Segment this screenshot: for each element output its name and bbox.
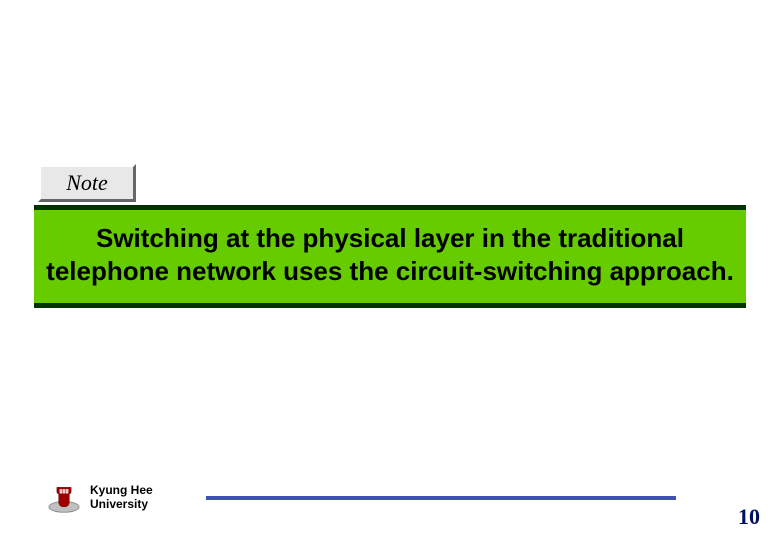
footer: Kyung Hee University 10 [0,470,780,540]
university-name-line1: Kyung Hee [90,484,153,498]
university-name: Kyung Hee University [90,484,153,512]
slide: Note Switching at the physical layer in … [0,0,780,540]
note-label: Note [66,170,108,196]
university-branding: Kyung Hee University [46,482,153,514]
note-box: Note [38,164,136,202]
footer-rule [206,496,676,500]
university-logo-icon [46,482,82,514]
university-name-line2: University [90,498,153,512]
content-banner: Switching at the physical layer in the t… [34,205,746,308]
page-number: 10 [738,504,760,530]
banner-text: Switching at the physical layer in the t… [44,222,736,287]
